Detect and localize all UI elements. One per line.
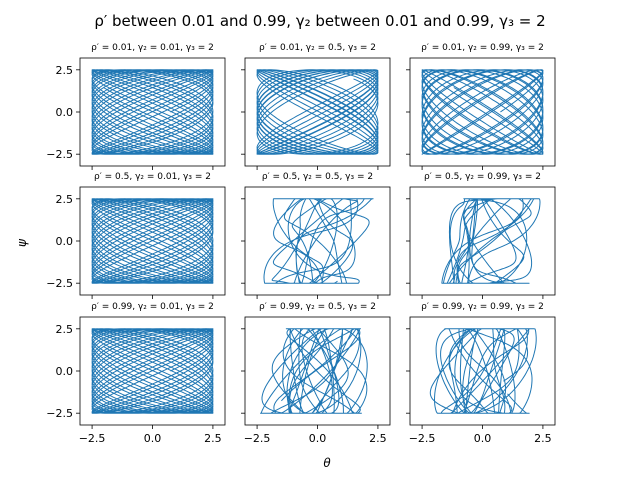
y-tick-label: −2.5: [46, 277, 73, 290]
x-tick-label: 0.0: [309, 432, 327, 445]
subplot-1-1: ρ′ = 0.01, γ₂ = 0.01, γ₃ = 2 −2.5 0.0 2.5: [46, 43, 226, 170]
subplot-title: ρ′ = 0.01, γ₂ = 0.5, γ₃ = 2: [259, 43, 376, 53]
y-tick-label: −2.5: [46, 407, 73, 420]
phase-trajectory: [91, 198, 214, 284]
x-tick-label: −2.5: [244, 432, 271, 445]
phase-trajectory: [260, 328, 368, 414]
subplot-2-2: ρ′ = 0.5, γ₂ = 0.5, γ₃ = 2: [241, 172, 391, 299]
x-tick-label: 0.0: [144, 432, 162, 445]
y-tick-label: 2.5: [56, 64, 74, 77]
x-tick-label: 0.0: [474, 432, 492, 445]
x-tick-label: −2.5: [409, 432, 436, 445]
subplot-3-3: ρ′ = 0.99, γ₂ = 0.99, γ₃ = 2 −2.5 0.0 2.5: [406, 302, 556, 445]
x-tick-label: 2.5: [369, 432, 387, 445]
y-tick-label: 2.5: [56, 193, 74, 206]
subplot-title: ρ′ = 0.01, γ₂ = 0.01, γ₃ = 2: [91, 43, 214, 53]
phase-trajectory: [421, 69, 544, 155]
y-tick-label: 0.0: [56, 106, 74, 119]
phase-trajectory: [256, 69, 379, 155]
y-tick-label: 0.0: [56, 365, 74, 378]
y-tick-label: 0.0: [56, 235, 74, 248]
x-tick-label: −2.5: [79, 432, 106, 445]
subplot-2-3: ρ′ = 0.5, γ₂ = 0.99, γ₃ = 2: [406, 172, 556, 299]
phase-trajectory: [91, 69, 214, 155]
phase-trajectory: [429, 328, 537, 414]
x-tick-label: 2.5: [534, 432, 552, 445]
subplot-title: ρ′ = 0.5, γ₂ = 0.99, γ₃ = 2: [424, 172, 541, 182]
phase-trajectory: [91, 328, 214, 414]
y-tick-label: 2.5: [56, 323, 74, 336]
subplot-1-2: ρ′ = 0.01, γ₂ = 0.5, γ₃ = 2: [241, 43, 391, 170]
x-tick-label: 2.5: [204, 432, 222, 445]
subplot-3-1: ρ′ = 0.99, γ₂ = 0.01, γ₃ = 2 −2.5 0.0 2.5 −2…: [46, 302, 226, 445]
subplot-title: ρ′ = 0.99, γ₂ = 0.5, γ₃ = 2: [259, 302, 376, 312]
subplot-title: ρ′ = 0.01, γ₂ = 0.99, γ₃ = 2: [421, 43, 544, 53]
x-axis-label: θ: [323, 456, 331, 470]
subplot-grid: ρ′ = 0.01, γ₂ = 0.01, γ₃ = 2−2.50.02.5ρ′…: [46, 43, 556, 445]
subplot-1-3: ρ′ = 0.01, γ₂ = 0.99, γ₃ = 2: [406, 43, 556, 170]
subplot-title: ρ′ = 0.5, γ₂ = 0.01, γ₃ = 2: [94, 172, 211, 182]
subplot-title: ρ′ = 0.5, γ₂ = 0.5, γ₃ = 2: [262, 172, 373, 182]
y-axis-label: ψ: [15, 238, 29, 247]
figure-suptitle: ρ′ between 0.01 and 0.99, γ₂ between 0.0…: [94, 12, 545, 30]
subplot-title: ρ′ = 0.99, γ₂ = 0.99, γ₃ = 2: [421, 302, 544, 312]
y-tick-label: −2.5: [46, 148, 73, 161]
phase-trajectory: [441, 198, 541, 284]
subplot-2-1: ρ′ = 0.5, γ₂ = 0.01, γ₃ = 2 −2.5 0.0 2.5: [46, 172, 226, 299]
phase-trajectory: [263, 198, 374, 284]
subplot-title: ρ′ = 0.99, γ₂ = 0.01, γ₃ = 2: [91, 302, 214, 312]
subplot-3-2: ρ′ = 0.99, γ₂ = 0.5, γ₃ = 2 −2.5 0.0 2.5: [241, 302, 391, 445]
